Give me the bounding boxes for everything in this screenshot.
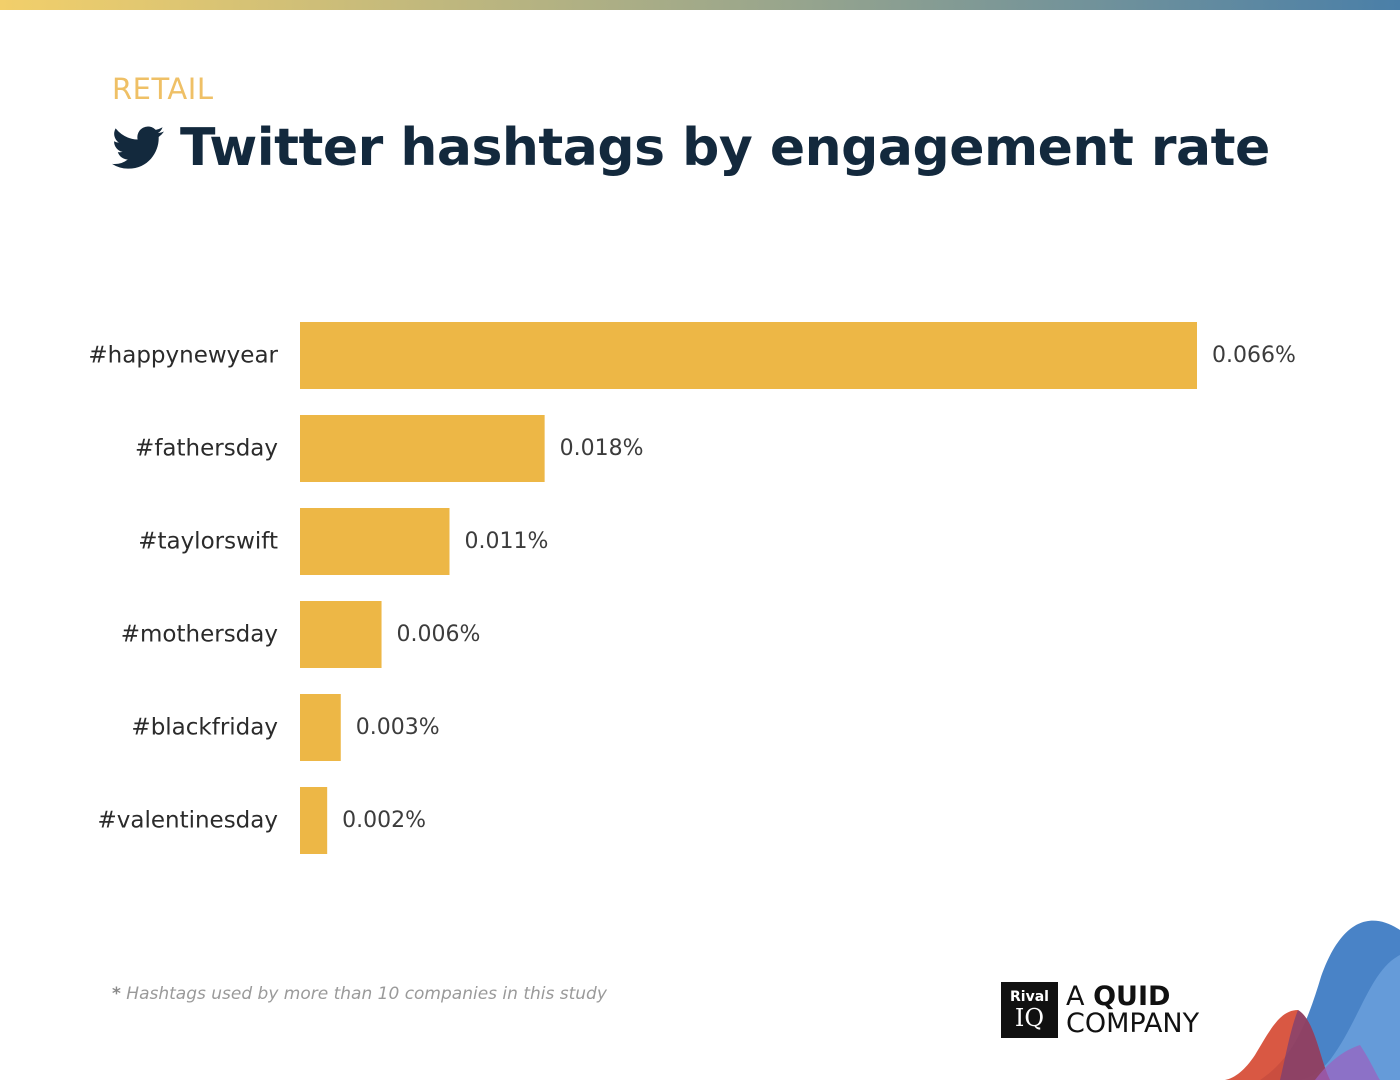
category-label-valentinesday: #valentinesday [97, 808, 278, 834]
logo-box-line2: IQ [1014, 1004, 1045, 1032]
top-gradient-bar [0, 0, 1400, 10]
value-label-taylorswift: 0.011% [465, 529, 549, 554]
footnote-text: Hashtags used by more than 10 companies … [126, 984, 607, 1004]
bar-taylorswift [300, 508, 450, 575]
category-label: RETAIL [112, 72, 214, 106]
value-label-blackfriday: 0.003% [356, 715, 440, 740]
logo-box: Rival IQ [1001, 982, 1058, 1038]
value-label-mothersday: 0.006% [397, 622, 481, 647]
rival-iq-logo: Rival IQ A QUID COMPANY [1001, 982, 1199, 1038]
footnote-star: * [112, 984, 121, 1004]
logo-text-a: A [1066, 981, 1085, 1012]
logo-text-company: COMPANY [1066, 1008, 1200, 1039]
logo-tagline: A QUID COMPANY [1066, 983, 1199, 1037]
category-label-blackfriday: #blackfriday [131, 715, 278, 741]
title-row: Twitter hashtags by engagement rate [112, 110, 1270, 186]
bar-mothersday [300, 601, 382, 668]
logo-text-quid: QUID [1093, 981, 1171, 1012]
category-label-happynewyear: #happynewyear [88, 343, 278, 369]
bar-happynewyear [300, 322, 1197, 389]
value-label-valentinesday: 0.002% [342, 808, 426, 833]
value-label-fathersday: 0.018% [560, 436, 644, 461]
page-title: Twitter hashtags by engagement rate [180, 118, 1270, 178]
value-label-happynewyear: 0.066% [1212, 343, 1296, 368]
category-label-fathersday: #fathersday [135, 436, 278, 462]
footnote: * Hashtags used by more than 10 companie… [112, 984, 607, 1004]
category-label-taylorswift: #taylorswift [138, 529, 278, 555]
bar-valentinesday [300, 787, 328, 854]
bar-blackfriday [300, 694, 341, 761]
logo-box-line1: Rival [1010, 989, 1049, 1005]
bar-fathersday [300, 415, 545, 482]
decorative-waves [1225, 920, 1400, 1080]
category-label-mothersday: #mothersday [121, 622, 278, 648]
twitter-bird-icon [112, 126, 164, 170]
